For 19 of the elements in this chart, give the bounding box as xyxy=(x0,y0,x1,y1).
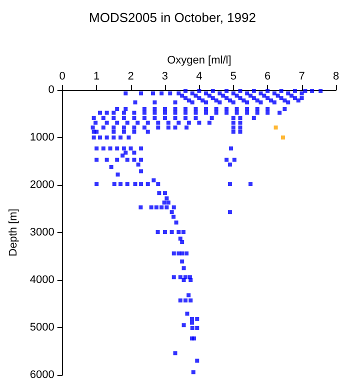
x-tick-label: 0 xyxy=(59,70,66,82)
y-axis-title: Depth [m] xyxy=(8,208,20,256)
y-tick-label: 4000 xyxy=(30,274,54,286)
x-tick-label: 5 xyxy=(230,70,236,82)
x-tick-label: 8 xyxy=(332,70,340,82)
x-tick-label: 6 xyxy=(264,70,271,82)
chart-title: MODS2005 in October, 1992 xyxy=(89,10,256,25)
x-tick-label: 1 xyxy=(94,70,100,82)
x-tick-label: 2 xyxy=(128,70,134,82)
x-tick-label: 4 xyxy=(196,70,202,82)
y-tick-label: 1000 xyxy=(30,132,54,144)
y-tick-label: 3000 xyxy=(30,226,54,238)
x-tick-label: 7 xyxy=(298,70,305,82)
y-tick-label: 6000 xyxy=(30,369,54,381)
y-tick-label: 0 xyxy=(48,84,54,96)
y-tick-label: 2000 xyxy=(30,179,54,191)
x-tick-label: 3 xyxy=(162,70,168,82)
x-axis-title: Oxygen [ml/l] xyxy=(167,54,232,67)
y-tick-label: 5000 xyxy=(30,322,54,334)
